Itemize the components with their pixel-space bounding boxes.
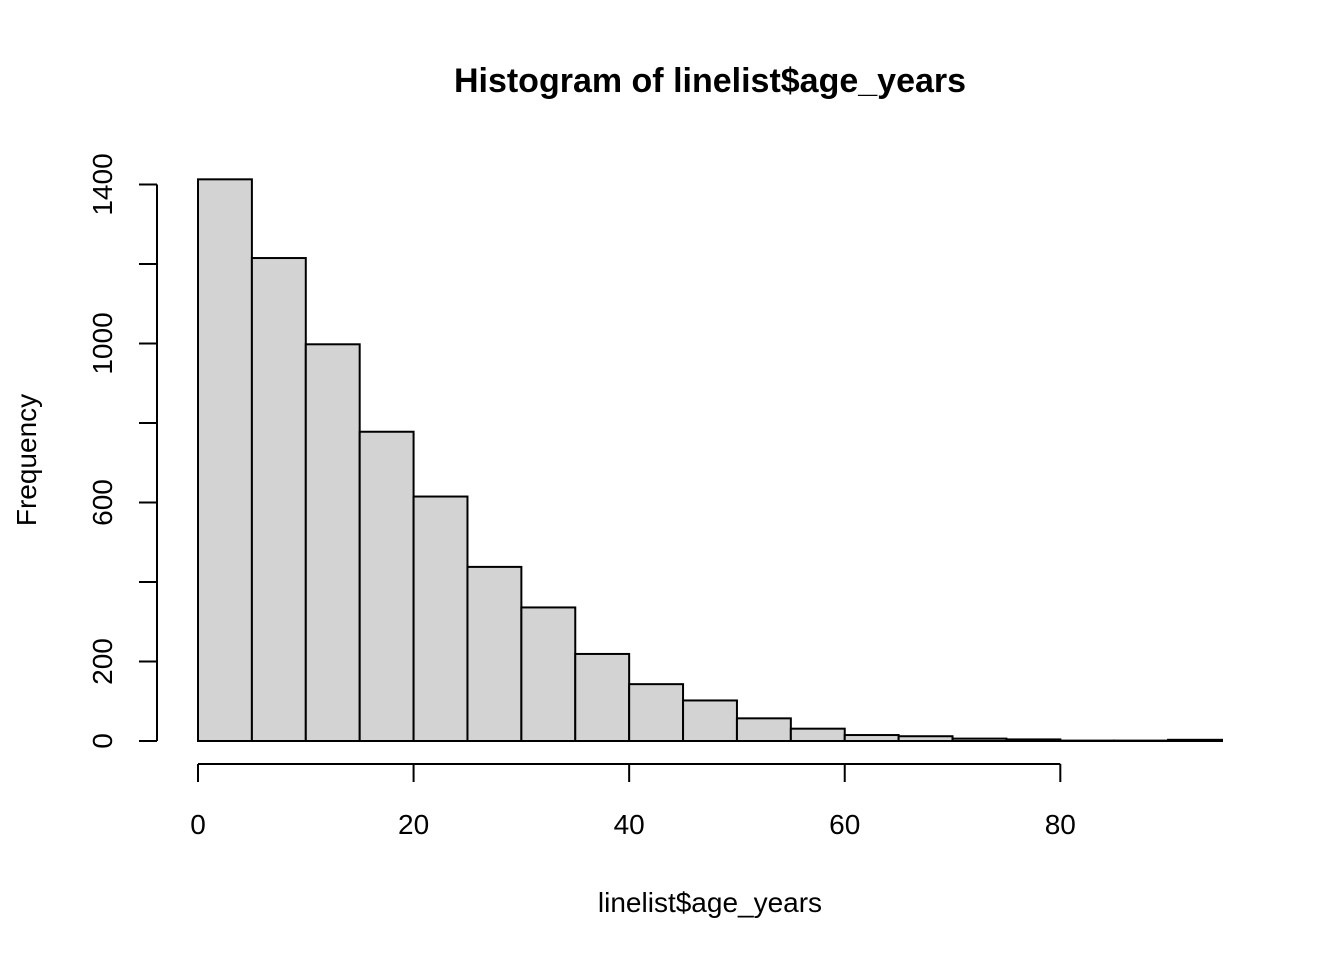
x-axis-label: linelist$age_years [598, 887, 822, 918]
y-tick-label: 1400 [87, 153, 118, 215]
histogram-bar [197, 178, 253, 742]
y-axis: 0 200 600 1000 1400 [87, 153, 158, 749]
histogram-bar [574, 652, 631, 743]
histogram-bar [628, 683, 685, 742]
x-tick-label: 0 [190, 809, 206, 840]
bars-group [197, 178, 1223, 743]
histogram-bar [897, 735, 954, 742]
x-tick-label: 40 [614, 809, 645, 840]
histogram-bar [304, 343, 361, 742]
histogram-bar [466, 565, 523, 743]
histogram-bar [735, 717, 792, 743]
chart-title: Histogram of linelist$age_years [454, 62, 966, 100]
y-tick-label: 600 [87, 479, 118, 526]
histogram-bar [250, 257, 307, 742]
x-tick-label: 80 [1045, 809, 1076, 840]
y-tick-label: 0 [87, 733, 118, 749]
histogram-bar [358, 430, 415, 742]
y-axis-label: Frequency [11, 394, 42, 526]
histogram-bar [789, 727, 846, 742]
y-tick-label: 200 [87, 638, 118, 685]
histogram-bar [1005, 738, 1062, 742]
histogram-bar [682, 699, 738, 743]
histogram-bar [843, 734, 900, 742]
x-axis: 0 20 40 60 80 [190, 763, 1076, 840]
histogram-bar [520, 606, 577, 742]
y-tick-label: 1000 [87, 312, 118, 374]
x-tick-label: 60 [829, 809, 860, 840]
histogram-bar [951, 737, 1008, 742]
x-tick-label: 20 [398, 809, 429, 840]
histogram-bar [1167, 738, 1223, 742]
histogram-bar [412, 495, 469, 742]
